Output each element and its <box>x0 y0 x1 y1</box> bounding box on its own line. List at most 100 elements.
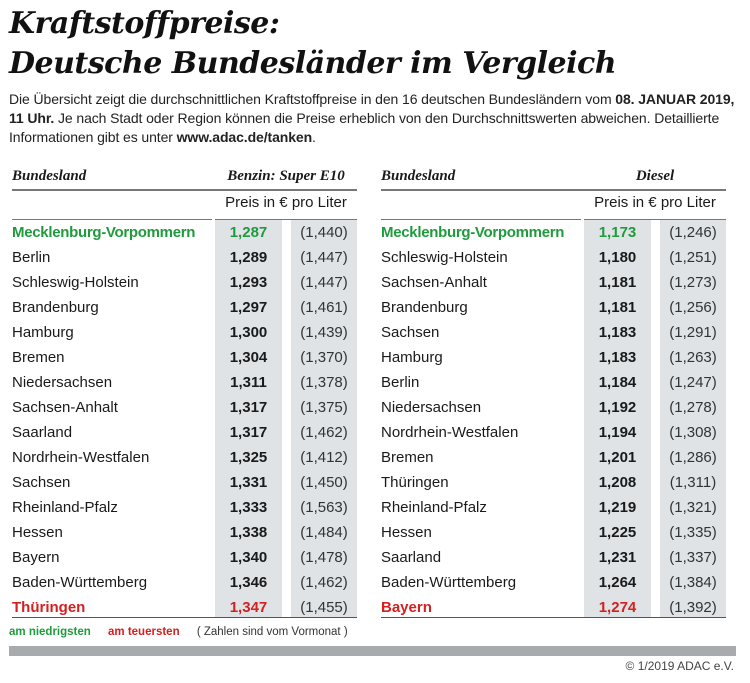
previous-price: (1,247) <box>669 374 717 391</box>
prev-column-bg <box>660 220 726 617</box>
current-price: 1,274 <box>598 599 637 616</box>
state-name: Sachsen-Anhalt <box>381 274 487 291</box>
current-price: 1,311 <box>230 374 267 391</box>
table-row: Nordrhein-Westfalen 1,194 (1,308) <box>378 420 738 445</box>
table-row: Sachsen 1,331 (1,450) <box>9 470 369 495</box>
intro-text: Die Übersicht zeigt die durchschnittlich… <box>9 90 745 147</box>
state-name: Saarland <box>12 424 73 441</box>
table-row: Rheinland-Pfalz 1,219 (1,321) <box>378 495 738 520</box>
title-line-1: Kraftstoffpreise: <box>9 6 280 41</box>
current-price: 1,264 <box>598 574 637 591</box>
table-row: Bayern 1,274 (1,392) <box>378 595 738 620</box>
previous-price: (1,375) <box>300 399 348 416</box>
previous-price: (1,263) <box>669 349 717 366</box>
table-row: Saarland 1,317 (1,462) <box>9 420 369 445</box>
current-price: 1,180 <box>598 249 637 266</box>
current-price: 1,325 <box>229 449 268 466</box>
current-price: 1,300 <box>229 324 268 341</box>
state-name: Hamburg <box>12 324 74 341</box>
previous-price: (1,273) <box>669 274 717 291</box>
current-price: 1,201 <box>598 449 637 466</box>
state-name: Hessen <box>12 524 63 541</box>
previous-price: (1,308) <box>669 424 717 441</box>
previous-price: (1,246) <box>669 224 717 241</box>
current-price: 1,317 <box>229 399 268 416</box>
divider <box>381 189 726 191</box>
previous-price: (1,286) <box>669 449 717 466</box>
table-row: Hessen 1,338 (1,484) <box>9 520 369 545</box>
table-diesel: Bundesland Diesel Preis in € pro Liter M… <box>378 164 738 624</box>
previous-price: (1,478) <box>300 549 348 566</box>
price-column-bg <box>215 220 282 617</box>
current-price: 1,181 <box>598 274 637 291</box>
state-name: Baden-Württemberg <box>12 574 148 591</box>
table-row: Thüringen 1,208 (1,311) <box>378 470 738 495</box>
table-row: Sachsen-Anhalt 1,181 (1,273) <box>378 270 738 295</box>
state-name: Hamburg <box>381 349 443 366</box>
title-line-2: Deutsche Bundesländer im Vergleich <box>9 46 617 81</box>
current-price: 1,184 <box>598 374 637 391</box>
intro-part-2: Je nach Stadt oder Region können die Pre… <box>9 110 720 145</box>
legend-note: ( Zahlen sind vom Vormonat ) <box>196 626 348 638</box>
previous-price: (1,291) <box>669 324 717 341</box>
divider <box>381 617 726 618</box>
table-row: Sachsen 1,183 (1,291) <box>378 320 738 345</box>
table-row: Sachsen-Anhalt 1,317 (1,375) <box>9 395 369 420</box>
table-row: Berlin 1,184 (1,247) <box>378 370 738 395</box>
current-price: 1,331 <box>229 474 268 491</box>
footer-bar <box>9 646 736 656</box>
table-benzin: Bundesland Benzin: Super E10 Preis in € … <box>9 164 369 624</box>
current-price: 1,287 <box>229 224 268 241</box>
state-name: Hessen <box>381 524 432 541</box>
state-name: Bayern <box>12 549 60 566</box>
header-bundesland: Bundesland <box>12 168 87 184</box>
current-price: 1,173 <box>598 224 637 241</box>
table-row: Saarland 1,231 (1,337) <box>378 545 738 570</box>
unit-label: Preis in € pro Liter <box>594 194 716 211</box>
copyright: © 1/2019 ADAC e.V. <box>625 659 734 673</box>
state-name: Schleswig-Holstein <box>381 249 508 266</box>
previous-price: (1,370) <box>300 349 348 366</box>
table-row: Niedersachsen 1,311 (1,378) <box>9 370 369 395</box>
table-row: Baden-Württemberg 1,346 (1,462) <box>9 570 369 595</box>
state-name: Schleswig-Holstein <box>12 274 139 291</box>
intro-date: 08. JANUAR 2019, 11 Uhr. <box>9 91 735 126</box>
unit-label: Preis in € pro Liter <box>225 194 347 211</box>
current-price: 1,181 <box>598 299 637 316</box>
previous-price: (1,335) <box>669 524 717 541</box>
previous-price: (1,251) <box>669 249 717 266</box>
intro-url[interactable]: www.adac.de/tanken <box>176 129 313 145</box>
divider <box>12 219 212 220</box>
state-name: Sachsen <box>381 324 440 341</box>
state-name: Berlin <box>12 249 51 266</box>
header-fuel: Diesel <box>635 168 675 184</box>
state-name: Niedersachsen <box>12 374 113 391</box>
current-price: 1,338 <box>229 524 268 541</box>
state-name: Rheinland-Pfalz <box>381 499 487 516</box>
previous-price: (1,378) <box>300 374 348 391</box>
divider <box>12 617 357 618</box>
current-price: 1,333 <box>229 499 268 516</box>
previous-price: (1,311) <box>669 474 717 491</box>
previous-price: (1,439) <box>300 324 348 341</box>
previous-price: (1,455) <box>300 599 348 616</box>
current-price: 1,194 <box>598 424 637 441</box>
previous-price: (1,462) <box>300 424 348 441</box>
divider <box>381 219 581 220</box>
divider <box>12 189 357 191</box>
table-row: Hessen 1,225 (1,335) <box>378 520 738 545</box>
state-name: Bayern <box>381 599 432 616</box>
divider <box>584 219 726 220</box>
table-row: Niedersachsen 1,192 (1,278) <box>378 395 738 420</box>
previous-price: (1,450) <box>300 474 348 491</box>
current-price: 1,231 <box>598 549 637 566</box>
state-name: Bremen <box>381 449 434 466</box>
legend-highest: am teuersten <box>108 626 180 638</box>
divider <box>215 219 357 220</box>
current-price: 1,293 <box>229 274 268 291</box>
previous-price: (1,278) <box>669 399 717 416</box>
table-row: Schleswig-Holstein 1,180 (1,251) <box>378 245 738 270</box>
state-name: Nordrhein-Westfalen <box>381 424 519 441</box>
state-name: Bremen <box>12 349 65 366</box>
